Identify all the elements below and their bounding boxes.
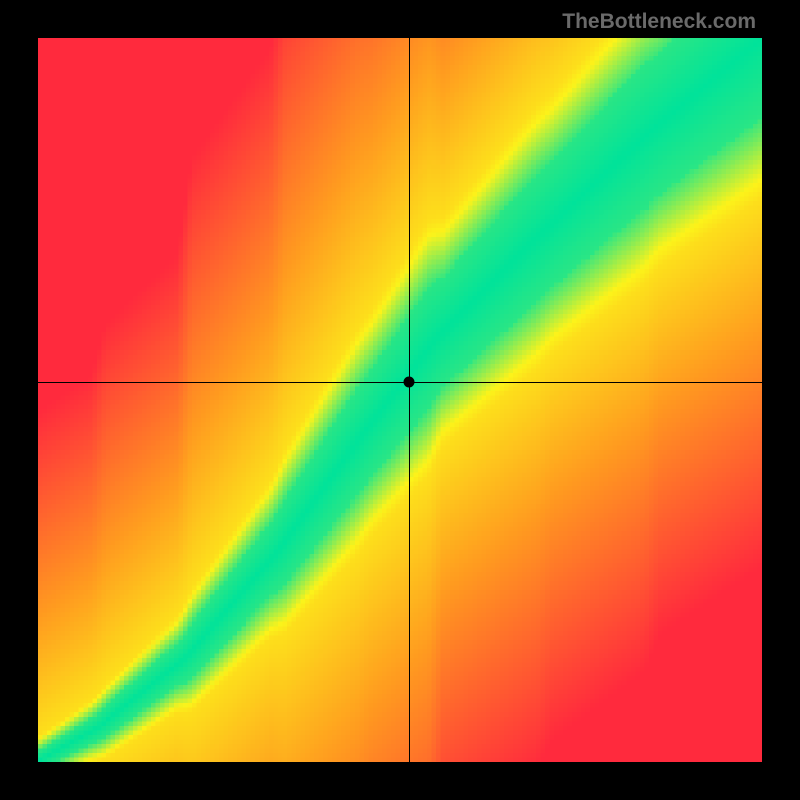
crosshair-marker — [403, 376, 414, 387]
chart-frame: TheBottleneck.com — [0, 0, 800, 800]
bottleneck-heatmap — [38, 38, 762, 762]
plot-area — [38, 38, 762, 762]
crosshair-horizontal — [38, 382, 762, 383]
watermark-text: TheBottleneck.com — [562, 10, 756, 34]
crosshair-vertical — [409, 38, 410, 762]
